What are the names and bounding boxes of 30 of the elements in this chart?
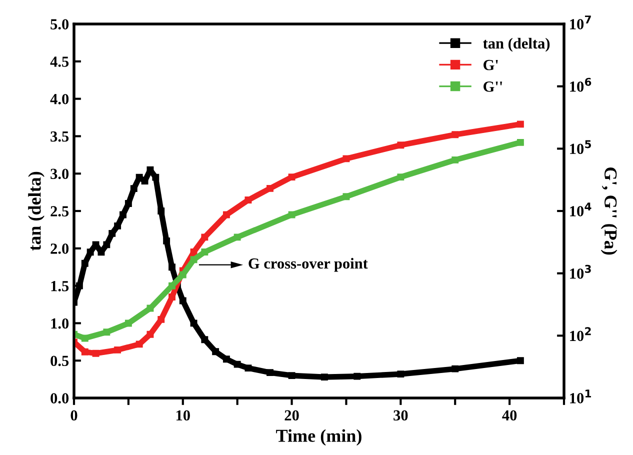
- legend-label: tan (delta): [483, 38, 550, 52]
- legend-label: G'': [484, 82, 502, 92]
- y2-tick-label: 10$^{6}$: [570, 78, 592, 92]
- y2-tick-label: 10$^{5}$: [570, 140, 591, 154]
- y2-tick-label: 10$^{3}$: [570, 264, 591, 279]
- y2-tick-label: 10$^{7}$: [570, 16, 591, 30]
- x-tick-label: 0: [70, 410, 78, 421]
- y-tick-label: 5.0: [50, 19, 69, 30]
- y-tick-label: 4.0: [50, 94, 69, 104]
- x-tick-label: 30: [394, 410, 408, 421]
- y-tick-label: 3.5: [50, 131, 69, 142]
- y2-axis-title: G', G'' (Pa): [600, 168, 618, 255]
- x-tick-label: 40: [502, 410, 517, 421]
- y2-tick-label: 10$^{4}$: [570, 202, 592, 216]
- y-tick-label: 1.5: [51, 281, 69, 292]
- annotation: G cross-over point: [248, 258, 368, 272]
- y-tick-label: 2.5: [50, 206, 69, 217]
- y-tick-label: 3.0: [50, 168, 69, 180]
- y-tick-label: 1.0: [51, 318, 69, 329]
- y-axis-title: tan (delta): [28, 172, 44, 251]
- y-tick-label: 4.5: [50, 56, 69, 67]
- legend-label: G': [484, 60, 498, 70]
- y-tick-label: 2.0: [50, 244, 69, 254]
- y-tick-label: 0.0: [50, 393, 69, 404]
- x-tick-label: 10: [176, 410, 190, 421]
- y2-tick-label: 10$^{2}$: [570, 327, 591, 342]
- y-tick-label: 0.5: [50, 356, 69, 366]
- x-tick-label: 20: [284, 410, 299, 421]
- x-axis-title: Time (min): [276, 429, 362, 446]
- y2-tick-label: 10$^{1}$: [570, 390, 591, 404]
